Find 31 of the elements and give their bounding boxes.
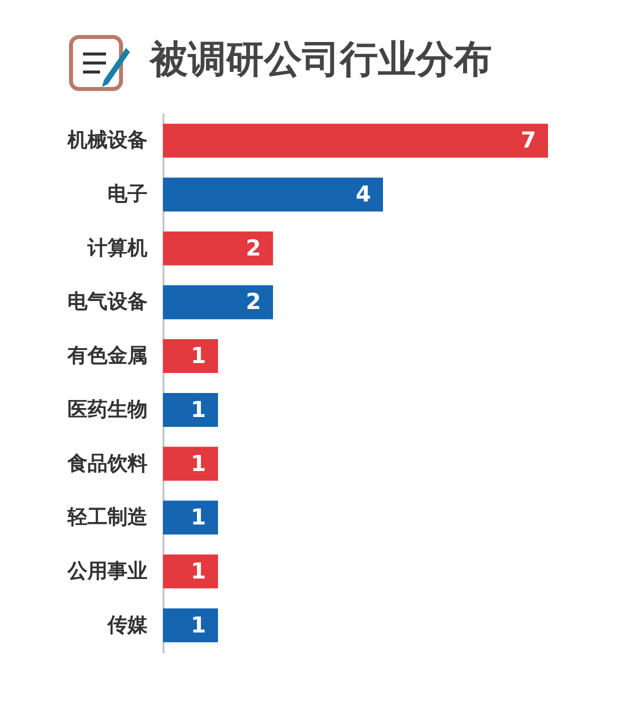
bar	[163, 446, 218, 481]
data-label: 4	[356, 182, 371, 208]
bar	[163, 285, 273, 320]
y-tick-label: 电子	[108, 182, 148, 206]
data-label: 2	[246, 236, 261, 262]
data-label: 1	[190, 344, 206, 370]
bar	[163, 392, 218, 427]
y-tick-label: 轻工制造	[66, 504, 148, 529]
y-tick-label: 机械设备	[66, 128, 148, 152]
data-label: 1	[190, 398, 206, 423]
bar	[163, 178, 383, 212]
bar	[163, 231, 273, 266]
data-label: 1	[190, 506, 206, 531]
y-tick-label: 公用事业	[66, 558, 148, 582]
data-label: 7	[520, 128, 536, 154]
bar	[163, 124, 548, 158]
bar	[163, 500, 218, 535]
y-tick-label: 食品饮料	[66, 450, 148, 475]
y-tick-label: 医药生物	[68, 396, 148, 421]
bar	[163, 339, 218, 374]
data-label: 2	[246, 290, 261, 316]
y-tick-label: 有色金属	[66, 343, 148, 368]
data-label: 1	[190, 613, 206, 638]
bar	[163, 554, 218, 588]
y-tick-label: 传媒	[106, 612, 148, 636]
y-tick-label: 电气设备	[68, 289, 148, 314]
data-label: 1	[190, 559, 206, 584]
data-label: 1	[190, 452, 206, 477]
bar	[163, 608, 218, 642]
chart-title: 被调研公司行业分布	[150, 36, 492, 83]
y-tick-label: 计算机	[86, 235, 148, 260]
